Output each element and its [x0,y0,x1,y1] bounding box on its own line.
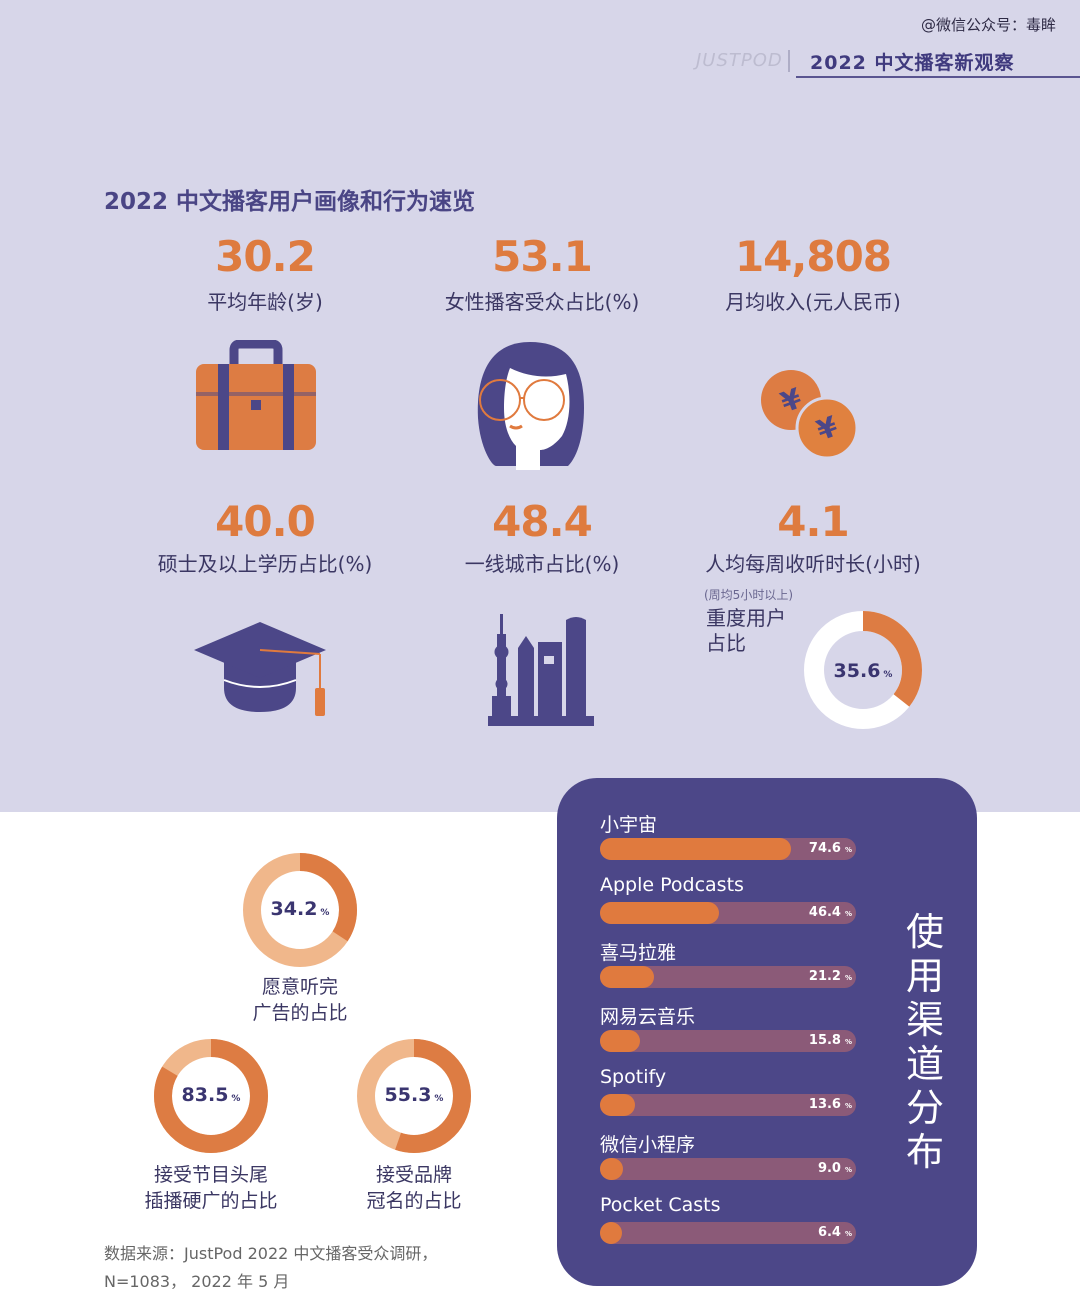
heavy-user-label: 重度用户占比 [706,606,786,655]
channel-bar [600,838,791,860]
stat-education-value: 40.0 [215,497,316,546]
ad-ring-1-caption: 愿意听完 广告的占比 [252,976,348,1024]
channel-bar [600,1030,641,1052]
channel-label: 微信小程序 [600,1134,696,1156]
channel-value: 74.6% [808,841,852,856]
channel-bar-track [600,1030,856,1052]
channel-bar-track [600,966,856,988]
stat-income-label: 月均收入(元人民币) [725,290,901,314]
section-title: 2022 中文播客用户画像和行为速览 [104,189,476,215]
header-divider [788,50,790,72]
channel-value: 9.0% [817,1161,852,1176]
briefcase-icon [196,340,316,450]
stat-listen-value: 4.1 [777,497,849,546]
channel-label: Spotify [600,1066,667,1088]
channel-bar [600,902,719,924]
stat-city-value: 48.4 [492,497,593,546]
ad-ring-3-donut [357,1039,471,1153]
stat-female-label: 女性播客受众占比(%) [444,290,640,314]
stat-income-value: 14,808 [734,232,892,281]
channel-label: 小宇宙 [600,814,658,836]
channel-bar-track [600,1158,856,1180]
ad-ring-2-value: 83.5% [181,1084,241,1106]
channel-label: 网易云音乐 [600,1006,696,1028]
channel-bar [600,1222,622,1244]
woman-face-icon [477,342,584,470]
channel-bar-track [600,1094,856,1116]
channel-label: 喜马拉雅 [600,942,677,964]
heavy-user-donut [804,611,922,729]
data-source: 数据来源：JustPod 2022 中文播客受众调研， N=1083， 2022 … [104,1244,438,1291]
channel-value: 6.4% [817,1225,852,1240]
ad-ring-2-caption: 接受节目头尾 插播硬广的占比 [144,1164,278,1212]
channel-bar [600,1094,635,1116]
channel-value: 21.2% [808,969,852,984]
channel-bar [600,1158,624,1180]
stat-listen-label: 人均每周收听时长(小时) [705,552,921,576]
heavy-user-note: (周均5小时以上) [704,588,793,602]
city-skyline-icon [488,614,594,726]
channel-label: Apple Podcasts [600,874,744,896]
channel-value: 15.8% [808,1033,852,1048]
channel-title: 使用渠道分布 [905,910,944,1174]
channel-bar [600,966,655,988]
heavy-user-value: 35.6% [833,660,893,682]
channel-value: 13.6% [808,1097,852,1112]
ad-ring-3-value: 55.3% [384,1084,444,1106]
ad-ring-1-value: 34.2% [270,898,330,920]
channel-label: Pocket Casts [600,1194,721,1216]
channel-bar-track [600,1222,856,1244]
stat-female-value: 53.1 [492,232,593,281]
header-underline [796,76,1080,78]
watermark: @微信公众号：毒眸 [920,16,1056,34]
yuan-coins-icon: ¥ ¥ [761,370,859,460]
channel-value: 46.4% [808,905,852,920]
graduation-cap-icon [194,622,326,716]
ad-ring-1-donut [243,853,357,967]
report-title: 2022 中文播客新观察 [810,52,1015,74]
stat-city-label: 一线城市占比(%) [464,552,620,576]
stat-age-value: 30.2 [215,232,316,281]
brand-logo: JUSTPOD [696,50,783,71]
stat-age-label: 平均年龄(岁) [207,290,323,314]
ad-ring-3-caption: 接受品牌 冠名的占比 [366,1164,462,1212]
stat-education-label: 硕士及以上学历占比(%) [157,552,373,576]
ad-ring-2-donut [154,1039,268,1153]
